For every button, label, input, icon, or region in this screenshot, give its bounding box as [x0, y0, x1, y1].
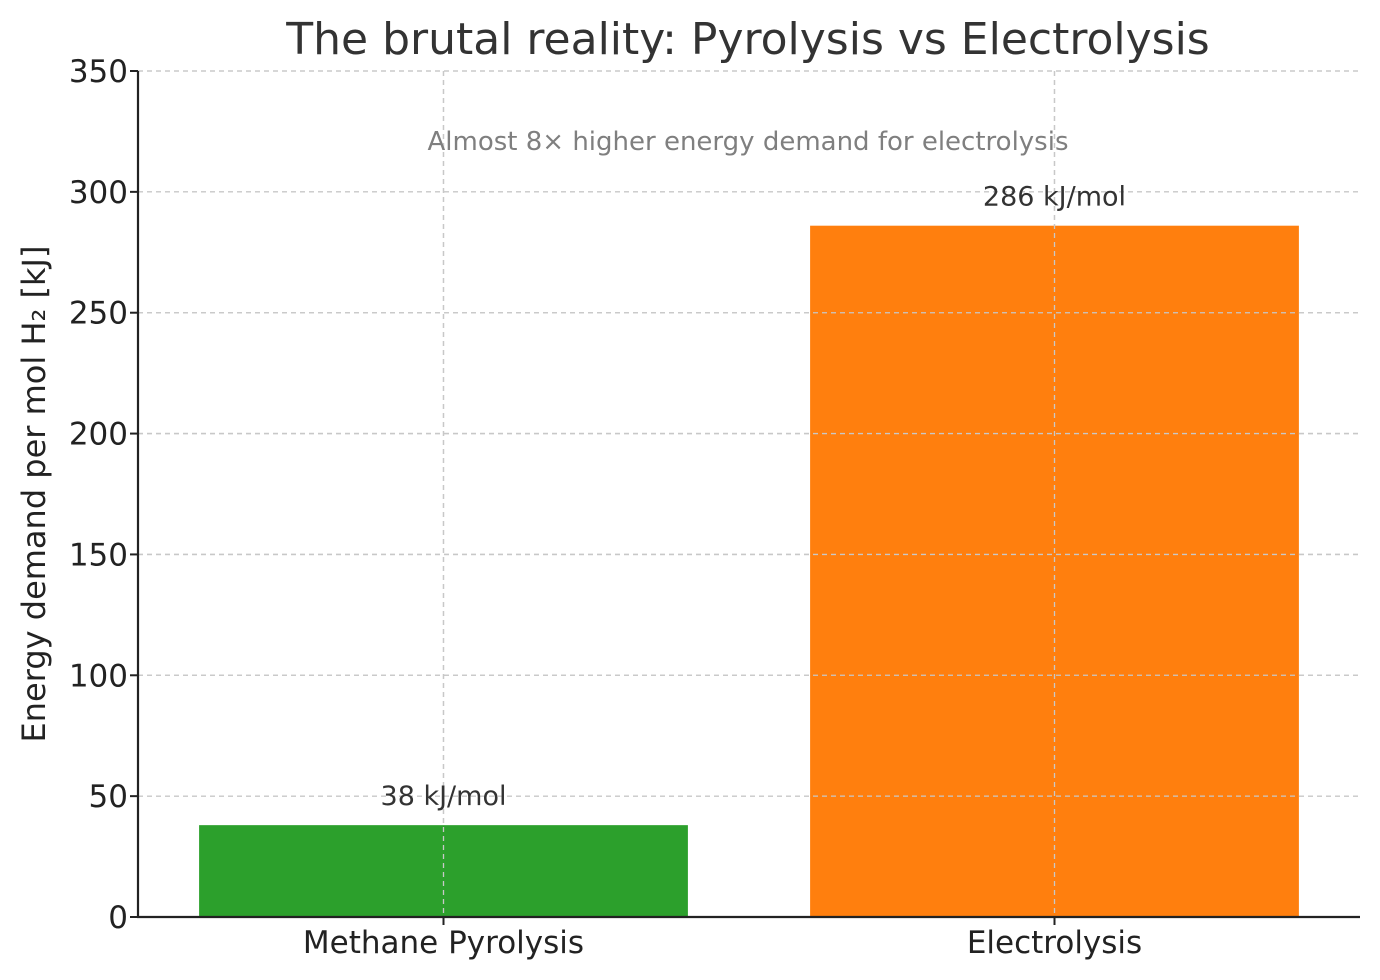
y-tick-label: 200: [69, 417, 128, 453]
y-tick-label: 150: [69, 537, 128, 573]
chart-annotation: Almost 8× higher energy demand for elect…: [427, 127, 1068, 157]
tick-layer: [130, 70, 1056, 925]
y-tick-label: 0: [108, 900, 128, 936]
axis-layer: [136, 71, 1360, 919]
chart-title: The brutal reality: Pyrolysis vs Electro…: [285, 14, 1209, 65]
bar-value-label: 286 kJ/mol: [983, 182, 1126, 213]
y-axis-label: Energy demand per mol H₂ [kJ]: [15, 246, 53, 743]
bar-layer: [138, 70, 1360, 917]
y-tick-label: 50: [89, 779, 128, 815]
y-tick-label: 300: [69, 175, 128, 211]
y-tick-label: 250: [69, 296, 128, 332]
label-layer: 0 50 100 150 200 250 300 350 Methane Pyrolysis El…: [69, 54, 1142, 961]
bar-value-label: 38 kJ/mol: [381, 781, 507, 812]
x-tick-label: Methane Pyrolysis: [303, 925, 584, 961]
x-tick-label: Electrolysis: [967, 925, 1142, 961]
y-tick-label: 350: [69, 54, 128, 90]
y-tick-label: 100: [69, 658, 128, 694]
